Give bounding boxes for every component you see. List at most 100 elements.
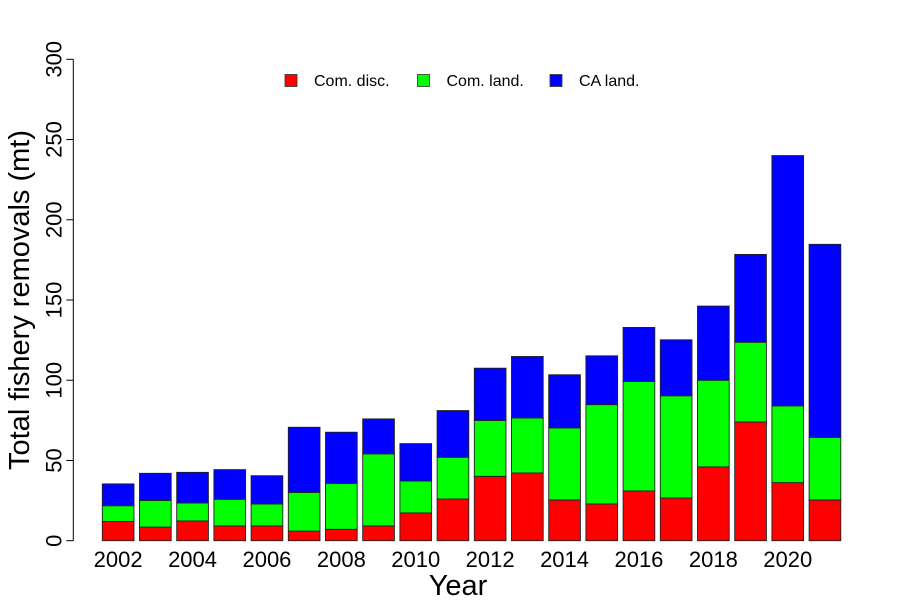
bar-segment-2019-com-land <box>734 341 767 423</box>
bar-segment-2010-com-disc <box>399 512 433 542</box>
legend-item: Com. land. <box>417 73 524 90</box>
bar-segment-2013-com-land <box>511 417 544 474</box>
y-axis-label: Total fishery removals (mt) <box>4 130 36 470</box>
bar-segment-2005-com-land <box>213 498 247 527</box>
bar-segment-2008-com-disc <box>325 528 358 542</box>
bar-stack-2013 <box>511 356 544 542</box>
bar-segment-2007-ca-land <box>287 426 321 493</box>
bar-segment-2017-com-land <box>659 395 693 499</box>
x-tick-label: 2020 <box>763 547 812 572</box>
legend-label: CA land. <box>579 73 639 90</box>
x-axis-label: Year <box>429 570 488 600</box>
bar-segment-2016-ca-land <box>622 326 656 382</box>
bar-segment-2005-com-disc <box>213 525 247 542</box>
bar-segment-2002-com-land <box>101 505 135 522</box>
legend-swatch <box>417 74 430 87</box>
bar-stack-2018 <box>697 305 730 542</box>
bar-segment-2013-com-disc <box>511 472 544 542</box>
bar-segment-2014-com-land <box>548 427 581 501</box>
legend-swatch <box>549 74 563 87</box>
bar-stack-2009 <box>362 418 395 542</box>
bar-segment-2019-ca-land <box>734 253 767 343</box>
bar-stack-2003 <box>139 472 172 542</box>
bar-segment-2004-com-land <box>176 502 209 522</box>
x-tick-label: 2012 <box>466 547 515 572</box>
bar-segment-2006-com-land <box>250 503 284 527</box>
bar-segment-2011-com-land <box>436 456 470 500</box>
bar-segment-2006-ca-land <box>250 475 284 505</box>
bar-segment-2020-ca-land <box>771 155 805 407</box>
bar-segment-2018-com-disc <box>697 466 730 542</box>
bar-segment-2002-ca-land <box>101 483 135 507</box>
x-tick-label: 2016 <box>614 547 663 572</box>
legend-swatch <box>284 74 298 87</box>
x-tick-label: 2008 <box>317 547 366 572</box>
bar-segment-2021-com-land <box>808 437 842 501</box>
bar-segment-2010-com-land <box>399 480 433 514</box>
bar-segment-2016-com-disc <box>622 490 656 542</box>
bar-stack-2010 <box>399 443 433 542</box>
x-tick-label: 2018 <box>689 547 738 572</box>
bar-segment-2003-ca-land <box>139 472 172 501</box>
y-axis: 0 50 100 150 200 250 300 <box>41 41 74 547</box>
bar-segment-2017-ca-land <box>659 339 693 397</box>
bar-stack-2008 <box>325 431 358 542</box>
bar-stack-2002 <box>101 483 135 542</box>
bar-stack-2012 <box>473 367 507 542</box>
bar-stack-2011 <box>436 410 470 542</box>
bar-stack-2021 <box>808 243 842 542</box>
bar-segment-2018-com-land <box>697 379 730 468</box>
bar-stack-2005 <box>213 469 247 542</box>
bar-segment-2009-com-disc <box>362 525 395 542</box>
bar-segment-2003-com-land <box>139 499 172 528</box>
y-tick-label: 250 <box>41 121 66 158</box>
bar-segment-2011-ca-land <box>436 410 470 458</box>
legend-label: Com. land. <box>447 73 524 90</box>
bar-segment-2013-ca-land <box>511 356 544 419</box>
bar-stack-2006 <box>250 475 284 542</box>
bar-segment-2017-com-disc <box>659 497 693 542</box>
bar-segment-2006-com-disc <box>250 525 284 542</box>
y-tick-label: 0 <box>41 535 66 547</box>
bar-segment-2003-com-disc <box>139 526 172 542</box>
legend-item: CA land. <box>549 73 639 90</box>
bar-segment-2019-com-disc <box>734 421 767 542</box>
y-tick-label: 300 <box>41 41 66 78</box>
bar-segment-2011-com-disc <box>436 498 470 542</box>
bar-segment-2020-com-land <box>771 405 805 484</box>
x-tick-label: 2006 <box>242 547 291 572</box>
y-tick-label: 100 <box>41 362 66 399</box>
y-tick-label: 50 <box>41 448 66 472</box>
bar-segment-2021-com-disc <box>808 499 842 542</box>
bar-segment-2012-com-disc <box>473 475 507 542</box>
y-tick-label: 150 <box>41 282 66 319</box>
x-tick-label: 2010 <box>391 547 440 572</box>
x-tick-label: 2014 <box>540 547 589 572</box>
bar-stack-2015 <box>585 355 619 542</box>
bar-segment-2004-ca-land <box>176 471 209 504</box>
x-tick-label: 2002 <box>94 547 143 572</box>
bar-stack-2017 <box>659 339 693 542</box>
bar-segment-2018-ca-land <box>697 305 730 381</box>
bar-segment-2012-ca-land <box>473 367 507 421</box>
bar-stack-2016 <box>622 326 656 542</box>
bar-segment-2015-ca-land <box>585 355 619 406</box>
bar-stack-2007 <box>287 426 321 542</box>
bar-segment-2007-com-land <box>287 491 321 532</box>
legend-item: Com. disc. <box>284 73 390 90</box>
y-tick-label: 200 <box>41 201 66 238</box>
bar-stack-2014 <box>548 374 581 542</box>
x-tick-label: 2004 <box>168 547 217 572</box>
bar-stack-2019 <box>734 253 767 542</box>
bar-segment-2009-com-land <box>362 453 395 527</box>
bar-segment-2016-com-land <box>622 381 656 492</box>
bar-segment-2005-ca-land <box>213 469 247 500</box>
x-tick-labels: 2002 2004 2006 2008 2010 2012 2014 2016 2018 2020 <box>94 547 813 572</box>
bar-segment-2020-com-disc <box>771 482 805 542</box>
bar-segment-2021-ca-land <box>808 243 842 438</box>
bar-segment-2012-com-land <box>473 420 507 477</box>
bar-segment-2009-ca-land <box>362 418 395 455</box>
legend: Com. disc. Com. land. CA land. <box>284 73 639 90</box>
legend-label: Com. disc. <box>314 73 390 90</box>
